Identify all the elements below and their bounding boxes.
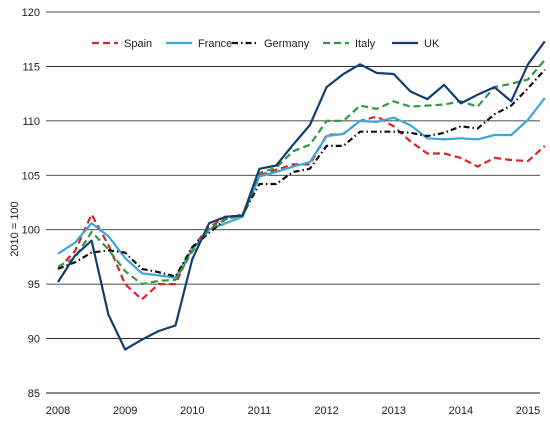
y-tick-label: 120 bbox=[22, 7, 40, 19]
x-tick-label: 2012 bbox=[314, 405, 338, 417]
y-tick-label: 95 bbox=[28, 279, 40, 291]
axes: 85 90 95 100 105 110 115 120 2008 2009 2010 2011 201… bbox=[22, 7, 541, 417]
legend-label-france: France bbox=[198, 38, 232, 50]
series-line-spain bbox=[57, 115, 546, 301]
x-tick-label: 2008 bbox=[46, 405, 70, 417]
series-line-uk bbox=[57, 40, 546, 351]
y-tick-label: 85 bbox=[28, 388, 40, 400]
legend-label-germany: Germany bbox=[264, 38, 310, 50]
legend-label-uk: UK bbox=[424, 38, 440, 50]
x-tick-label: 2011 bbox=[248, 405, 272, 417]
legend-label-italy: Italy bbox=[355, 38, 376, 50]
x-tick-label: 2014 bbox=[449, 405, 473, 417]
x-tick-label: 2013 bbox=[381, 405, 405, 417]
y-axis-title: 2010 = 100 bbox=[9, 201, 21, 256]
x-tick-label: 2010 bbox=[180, 405, 204, 417]
grid bbox=[46, 11, 540, 339]
series-line-germany bbox=[57, 68, 546, 278]
y-tick-label: 105 bbox=[22, 170, 40, 182]
x-tick-label: 2009 bbox=[113, 405, 137, 417]
legend: Spain France Germany Italy UK bbox=[92, 38, 440, 50]
legend-label-spain: Spain bbox=[124, 38, 152, 50]
y-tick-label: 100 bbox=[22, 225, 40, 237]
series-line-france bbox=[57, 97, 546, 279]
series-line-italy bbox=[57, 59, 546, 286]
series-lines bbox=[57, 40, 546, 351]
y-tick-label: 115 bbox=[22, 61, 40, 73]
y-tick-label: 90 bbox=[28, 334, 40, 346]
y-tick-label: 110 bbox=[22, 116, 40, 128]
x-tick-label: 2015 bbox=[516, 405, 540, 417]
